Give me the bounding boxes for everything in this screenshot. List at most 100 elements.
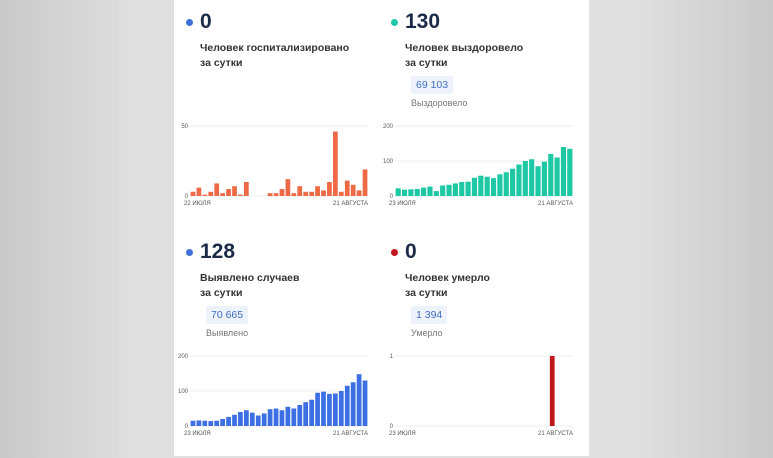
chart-bar xyxy=(220,193,225,196)
chart-bar xyxy=(309,399,314,426)
chart-bar xyxy=(529,159,535,196)
y-tick-label: 0 xyxy=(390,194,394,200)
x-start-label: 23 ИЮЛЯ xyxy=(389,431,416,437)
chart-bar xyxy=(190,420,196,426)
chart-bar xyxy=(510,168,516,196)
card-dot-icon xyxy=(391,19,398,26)
x-start-label: 23 ИЮЛЯ xyxy=(389,201,416,207)
chart-bar xyxy=(356,374,362,426)
chart-bar xyxy=(350,184,356,196)
chart-bar xyxy=(285,406,291,426)
chart-bar xyxy=(541,161,547,196)
chart-bar xyxy=(303,402,309,426)
chart-bar xyxy=(297,186,303,196)
chart-bar xyxy=(315,186,320,196)
deaths-chart: 1 023 ИЮЛЯ 21 АВГУСТА xyxy=(389,354,573,437)
chart-bar xyxy=(291,193,297,196)
chart-bar xyxy=(273,408,279,426)
chart-bar xyxy=(356,190,362,196)
chart-bar xyxy=(414,189,420,196)
hospitalized-label: Человек госпитализировано за сутки xyxy=(200,41,370,71)
chart-bar xyxy=(490,178,497,196)
chart-bar xyxy=(433,191,439,196)
chart-bar xyxy=(244,410,249,426)
y-tick-label: 200 xyxy=(383,124,394,130)
chart-bar xyxy=(309,191,314,196)
chart-bar xyxy=(497,174,503,196)
recovered-card: 130 Человек выздоровело за сутки 69 103 … xyxy=(379,0,579,228)
chart-bar xyxy=(226,189,231,196)
hospitalized-value: 0 xyxy=(200,10,212,33)
chart-bar xyxy=(279,410,285,426)
y-tick-label: 100 xyxy=(178,389,189,395)
detected-value: 128 xyxy=(200,240,236,263)
chart-bar xyxy=(291,408,297,426)
chart-bar xyxy=(261,413,267,426)
chart-bar xyxy=(238,194,243,196)
hospitalized-card: 0 Человек госпитализировано за сутки 50 0… xyxy=(174,0,374,228)
label-line: Человек выздоровело xyxy=(405,42,524,54)
x-start-label: 23 ИЮЛЯ xyxy=(184,431,211,437)
chart-bar xyxy=(338,191,344,196)
recovered-chart: 200 100 023 ИЮЛЯ 21 АВГУСТА xyxy=(383,124,573,207)
label-line: за сутки xyxy=(200,287,243,299)
chart-bar xyxy=(208,421,214,426)
chart-bar xyxy=(333,393,338,426)
chart-bar xyxy=(285,179,291,196)
chart-bar xyxy=(362,169,368,196)
y-tick-label: 50 xyxy=(181,124,188,130)
y-tick-label: 200 xyxy=(178,354,189,360)
chart-bar xyxy=(303,191,309,196)
chart-bar xyxy=(421,187,427,196)
chart-bar xyxy=(327,393,332,426)
chart-bar xyxy=(350,382,356,426)
chart-bar xyxy=(196,420,202,426)
chart-bar xyxy=(554,157,560,196)
hospitalized-chart: 50 022 ИЮЛЯ 21 АВГУСТА xyxy=(181,124,368,207)
chart-bar xyxy=(315,392,320,426)
chart-bar xyxy=(459,182,465,196)
deaths-card: 0 Человек умерло за сутки 1 394 Умерло 1… xyxy=(379,230,579,458)
deaths-total-caption: Умерло xyxy=(411,328,443,338)
chart-bar xyxy=(232,186,237,196)
y-tick-label: 100 xyxy=(383,159,394,165)
card-dot-icon xyxy=(186,19,193,26)
chart-bar xyxy=(214,420,220,426)
chart-bar xyxy=(232,414,237,426)
chart-bar xyxy=(401,189,408,196)
chart-bar xyxy=(279,189,285,196)
chart-bar xyxy=(196,187,202,196)
chart-bar xyxy=(446,184,452,196)
chart-bar xyxy=(408,189,414,196)
chart-bar xyxy=(548,154,554,196)
chart-bar xyxy=(465,181,471,196)
detected-label: Выявлено случаев за сутки xyxy=(200,271,370,301)
chart-bar xyxy=(220,419,225,426)
x-start-label: 22 ИЮЛЯ xyxy=(184,201,211,207)
y-tick-label: 0 xyxy=(390,424,394,430)
x-end-label: 21 АВГУСТА xyxy=(333,431,368,437)
chart-bar xyxy=(321,190,326,196)
stats-panel: 0 Человек госпитализировано за сутки 50 0… xyxy=(174,0,589,456)
detected-chart: 200 100 023 ИЮЛЯ 21 АВГУСТА xyxy=(178,354,368,437)
recovered-total: 69 103 xyxy=(411,76,454,94)
chart-bar xyxy=(452,183,458,196)
detected-total: 70 665 xyxy=(206,306,249,324)
chart-bar xyxy=(522,161,528,196)
label-line: за сутки xyxy=(405,287,448,299)
chart-bar xyxy=(214,183,220,196)
chart-bar xyxy=(471,177,478,196)
recovered-total-caption: Выздоровело xyxy=(411,98,468,108)
deaths-label: Человек умерло за сутки xyxy=(405,271,575,301)
deaths-value: 0 xyxy=(405,240,417,263)
chart-bar xyxy=(338,391,344,426)
chart-bar xyxy=(273,193,279,196)
chart-bar xyxy=(362,380,368,426)
label-line: Выявлено случаев xyxy=(200,272,300,284)
y-tick-label: 1 xyxy=(390,354,394,360)
label-line: Человек умерло xyxy=(405,272,490,284)
detected-card: 128 Выявлено случаев за сутки 70 665 Выя… xyxy=(174,230,374,458)
label-line: за сутки xyxy=(200,57,243,69)
chart-bar xyxy=(567,148,573,196)
chart-bar xyxy=(202,420,208,426)
